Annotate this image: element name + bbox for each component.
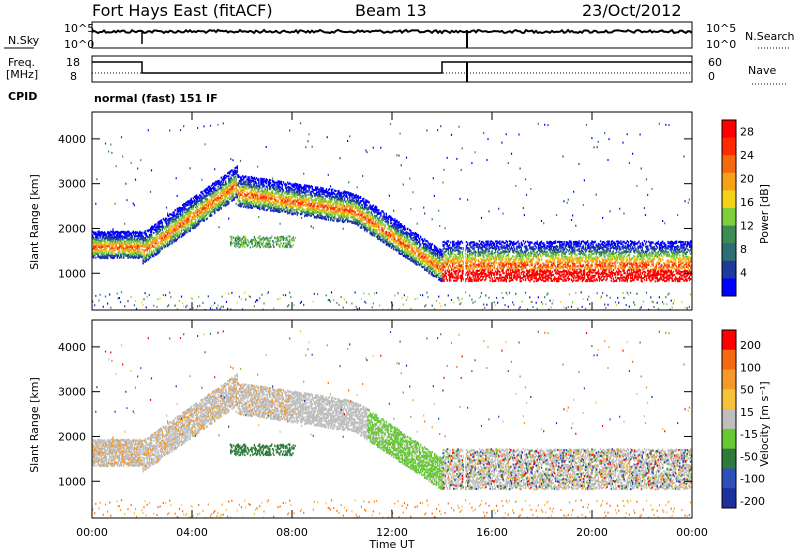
colorbar-segment	[722, 243, 736, 262]
power-colorbar-label: Power [dB]	[758, 184, 771, 244]
colorbar-segment	[722, 448, 736, 469]
colorbar-segment	[722, 190, 736, 209]
velocity-scatter	[92, 320, 692, 518]
colorbar-segment	[722, 349, 736, 371]
colorbar-tick: 4	[740, 267, 747, 280]
colorbar-tick: 8	[740, 243, 747, 256]
colorbar-segment	[722, 389, 736, 410]
ytick-label: 4000	[58, 341, 86, 354]
xtick-label: 08:00	[276, 526, 308, 539]
freq-label: Freq.	[8, 56, 35, 69]
colorbar-segment	[722, 409, 736, 430]
ytick-label: 3000	[58, 386, 86, 399]
noise-traces	[91, 28, 693, 48]
power-scatter	[92, 112, 692, 310]
ytick-label: 3000	[58, 178, 86, 191]
colorbar-tick: 200	[740, 339, 761, 352]
colorbar-tick: 16	[740, 196, 754, 209]
ytick-label: 2000	[58, 430, 86, 443]
power-cells-3	[92, 123, 692, 310]
ytick-label: 4000	[58, 133, 86, 146]
freq-unit-label: [MHz]	[6, 68, 38, 81]
colorbar-segment	[722, 137, 736, 156]
colorbar-frame	[721, 329, 737, 509]
noise-tick-right-top: 10^5	[706, 22, 736, 35]
colorbar-tick: 24	[740, 149, 754, 162]
freq-panel-frame	[91, 55, 693, 83]
xtick-label: 16:00	[476, 526, 508, 539]
nsky-trace	[91, 28, 693, 35]
colorbar-tick: 12	[740, 220, 754, 233]
xtick-label: 20:00	[576, 526, 608, 539]
power-cells-6	[92, 122, 692, 310]
xtick-label: 00:00	[676, 526, 708, 539]
colorbar-segment	[722, 120, 736, 139]
xtick-label: 12:00	[376, 526, 408, 539]
ytick-label: 1000	[58, 267, 86, 280]
velocity-cells-0	[92, 341, 692, 491]
power-y-axis: 1000 2000 3000 4000	[58, 133, 692, 280]
noise-tick-left-bottom: 10^0	[64, 38, 94, 51]
power-ylabel: Slant Range [km]	[28, 174, 41, 270]
colorbar-segment	[722, 428, 736, 450]
colorbar-tick: -50	[740, 450, 758, 463]
freq-traces	[92, 61, 692, 82]
colorbar-tick: 20	[740, 173, 754, 186]
nsky-label: N.Sky	[8, 34, 40, 47]
colorbar-tick: 100	[740, 361, 761, 374]
power-colorbar: 4 8 12 16 20 24 28	[721, 119, 754, 297]
colorbar-frame	[721, 119, 737, 297]
freq-tick-top: 18	[66, 56, 80, 69]
xlabel-time: Time UT	[368, 538, 414, 551]
colorbar-tick: -15	[740, 428, 758, 441]
beam-label: Beam 13	[355, 1, 427, 20]
colorbar-tick: 28	[740, 126, 754, 139]
colorbar-tick: 50	[740, 384, 754, 397]
colorbar-segment	[722, 225, 736, 244]
colorbar-segment	[722, 172, 736, 191]
xtick-label: 04:00	[176, 526, 208, 539]
colorbar-segment	[722, 260, 736, 279]
velocity-y-axis: 1000 2000 3000 4000	[58, 341, 692, 488]
ytick-label: 2000	[58, 222, 86, 235]
freq-trace	[92, 61, 692, 74]
colorbar-segment	[722, 208, 736, 227]
velocity-colorbar-label: Velocity [m s⁻¹]	[758, 381, 771, 466]
colorbar-tick: -100	[740, 473, 765, 486]
nave-tick-bottom: 0	[708, 70, 715, 83]
freq-tick-bottom: 8	[70, 70, 77, 83]
colorbar-segment	[722, 468, 736, 489]
nave-tick-top: 60	[708, 56, 722, 69]
time-x-axis: 00:00 04:00 08:00 12:00 16:00 20:00 00:00	[76, 112, 708, 539]
noise-tick-right-bottom: 10^0	[706, 38, 736, 51]
station-title: Fort Hays East (fitACF)	[92, 1, 273, 20]
velocity-colorbar: 200 100 50 15 -15 -50 -100 -200	[721, 329, 765, 509]
noise-tick-left-top: 10^5	[64, 22, 94, 35]
cpid-label: CPID	[8, 90, 37, 103]
ytick-label: 1000	[58, 475, 86, 488]
colorbar-segment	[722, 330, 736, 351]
xtick-label: 00:00	[76, 526, 108, 539]
colorbar-segment	[722, 155, 736, 174]
colorbar-tick: 15	[740, 406, 754, 419]
nsearch-label: N.Search	[745, 30, 795, 43]
date-label: 23/Oct/2012	[582, 1, 682, 20]
velocity-ylabel: Slant Range [km]	[28, 377, 41, 473]
cpid-value: normal (fast) 151 IF	[94, 92, 218, 105]
velocity-cells-8	[189, 332, 692, 491]
nave-label: Nave	[748, 64, 776, 77]
power-cells-9	[442, 268, 692, 283]
colorbar-segment	[722, 488, 736, 509]
colorbar-tick: -200	[740, 495, 765, 508]
colorbar-segment	[722, 278, 736, 297]
noise-panel-frame	[91, 21, 693, 49]
colorbar-segment	[722, 369, 736, 390]
